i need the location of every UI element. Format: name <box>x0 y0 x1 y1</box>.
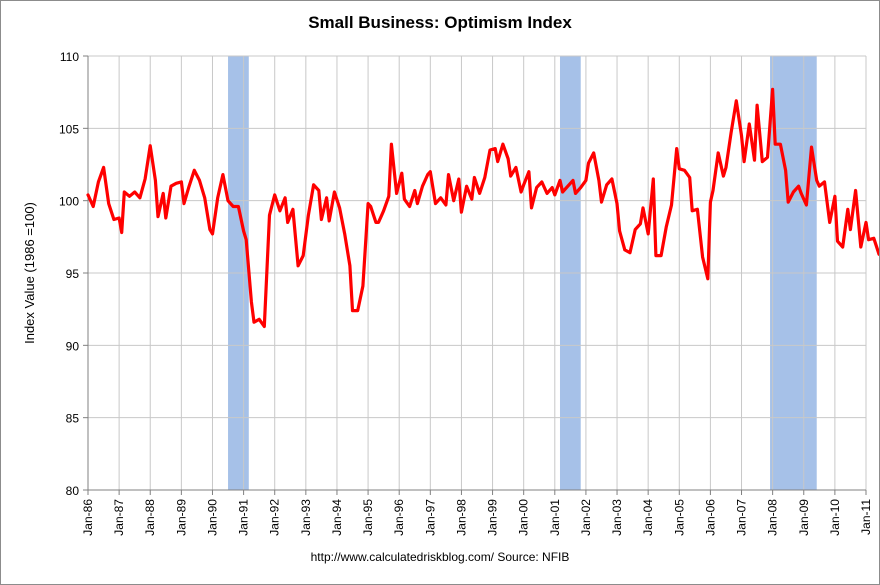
x-tick-label: Jan-04 <box>641 499 655 536</box>
y-tick-label: 110 <box>60 50 79 64</box>
x-tick-label: Jan-97 <box>423 499 437 536</box>
x-tick-label: Jan-08 <box>766 499 780 536</box>
x-tick-label: Jan-94 <box>330 499 344 536</box>
y-tick-label: 100 <box>59 195 79 209</box>
x-tick-label: Jan-03 <box>610 499 624 536</box>
x-tick-label: Jan-99 <box>486 499 500 536</box>
x-tick-label: Jan-98 <box>454 499 468 536</box>
x-tick-label: Jan-07 <box>735 499 749 536</box>
y-tick-label: 80 <box>66 484 80 498</box>
y-axis-title: Index Value (1986 =100) <box>22 202 37 344</box>
x-tick-label: Jan-02 <box>579 499 593 536</box>
x-tick-label: Jan-88 <box>143 499 157 536</box>
x-tick-label: Jan-87 <box>112 499 126 536</box>
series-line-1 <box>86 87 879 329</box>
x-tick-label: Jan-01 <box>548 499 562 536</box>
x-tick-label: Jan-93 <box>299 499 313 536</box>
chart-title: Small Business: Optimism Index <box>308 13 572 32</box>
x-tick-label: Jan-89 <box>174 499 188 536</box>
x-tick-label: Jan-05 <box>672 499 686 536</box>
x-tick-label: Jan-91 <box>237 499 251 536</box>
x-tick-label: Jan-11 <box>859 499 873 535</box>
x-tick-label: Jan-90 <box>205 499 219 536</box>
x-tick-label: Jan-06 <box>703 499 717 536</box>
x-tick-label: Jan-86 <box>81 499 95 536</box>
y-tick-label: 105 <box>59 122 79 136</box>
y-tick-label: 85 <box>66 412 80 426</box>
x-tick-label: Jan-09 <box>797 499 811 536</box>
x-tick-label: Jan-92 <box>268 499 282 536</box>
x-tick-label: Jan-96 <box>392 499 406 536</box>
x-tick-label: Jan-00 <box>517 499 531 536</box>
y-tick-label: 90 <box>66 339 80 353</box>
x-tick-label: Jan-95 <box>361 499 375 536</box>
x-tick-label: Jan-10 <box>828 499 842 536</box>
source-note: http://www.calculatedriskblog.com/ Sourc… <box>310 550 570 564</box>
y-tick-label: 95 <box>66 267 80 281</box>
